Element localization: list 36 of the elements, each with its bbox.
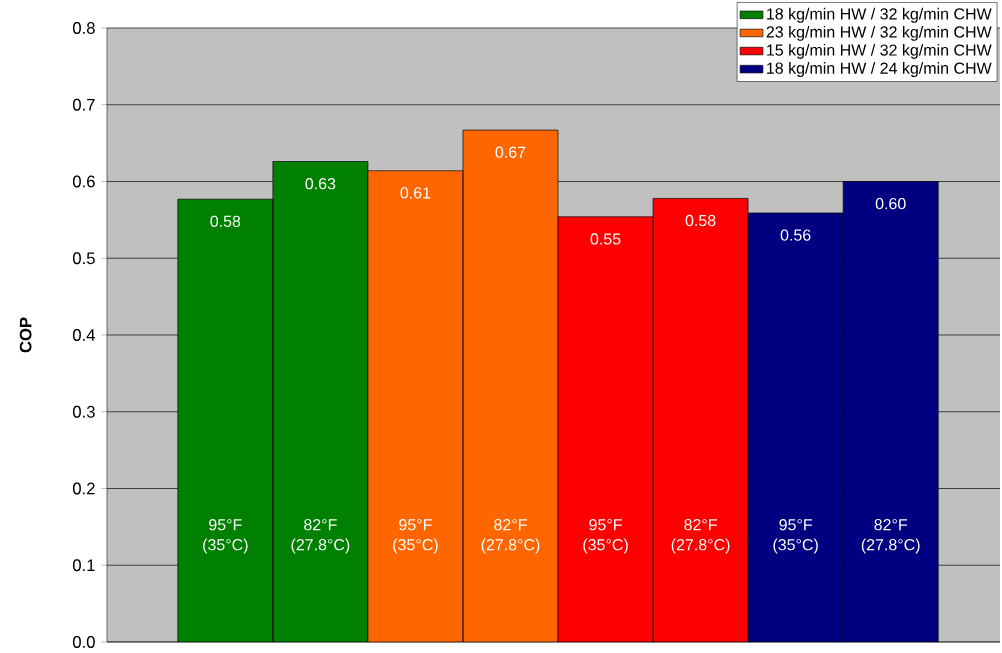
y-tick-label: 0.6 — [72, 175, 95, 188]
y-tick-label: 0.0 — [72, 635, 95, 648]
y-tick-label: 0.5 — [72, 252, 95, 264]
x-tick-label: 95°F (35°C) — [583, 518, 628, 554]
y-tick-label: 0.7 — [72, 98, 95, 111]
y-axis-title: COP — [19, 317, 32, 353]
bar — [462, 129, 559, 642]
data-label: 0.55 — [590, 233, 621, 245]
x-tick-label: 82°F (27.8°C) — [671, 518, 730, 554]
data-label: 0.58 — [685, 214, 716, 226]
y-tick-label: 0.2 — [72, 482, 95, 495]
bar — [652, 197, 749, 642]
y-tick-label: 0.3 — [72, 405, 95, 418]
bar — [367, 170, 464, 642]
legend-label: 18 kg/min HW / 24 kg/min CHW — [767, 61, 992, 77]
bar — [557, 216, 654, 642]
legend-label: 23 kg/min HW / 32 kg/min CHW — [766, 25, 992, 41]
x-tick-label: 82°F (27.8°C) — [481, 518, 540, 554]
bar — [177, 198, 274, 642]
legend-label: 15 kg/min HW / 32 kg/min CHW — [767, 43, 992, 59]
y-tick-label: 0.1 — [72, 559, 95, 571]
x-tick-label: 82°F (27.8°C) — [291, 518, 350, 554]
x-tick-label: 82°F (27.8°C) — [861, 518, 920, 554]
y-tick-label: 0.4 — [72, 328, 95, 341]
y-tick-label: 0.8 — [72, 21, 95, 34]
x-tick-label: 95°F (35°C) — [203, 518, 248, 554]
data-label: 0.56 — [780, 229, 811, 241]
data-label: 0.60 — [875, 197, 906, 210]
bar — [272, 160, 369, 642]
x-tick-label: 95°F (35°C) — [393, 518, 438, 554]
legend-label: 18 kg/min HW / 32 kg/min CHW — [767, 7, 992, 23]
data-label: 0.58 — [210, 215, 241, 227]
data-label: 0.67 — [495, 146, 526, 158]
data-label: 0.63 — [305, 177, 336, 190]
x-tick-label: 95°F (35°C) — [773, 518, 818, 554]
data-label: 0.61 — [400, 187, 431, 199]
